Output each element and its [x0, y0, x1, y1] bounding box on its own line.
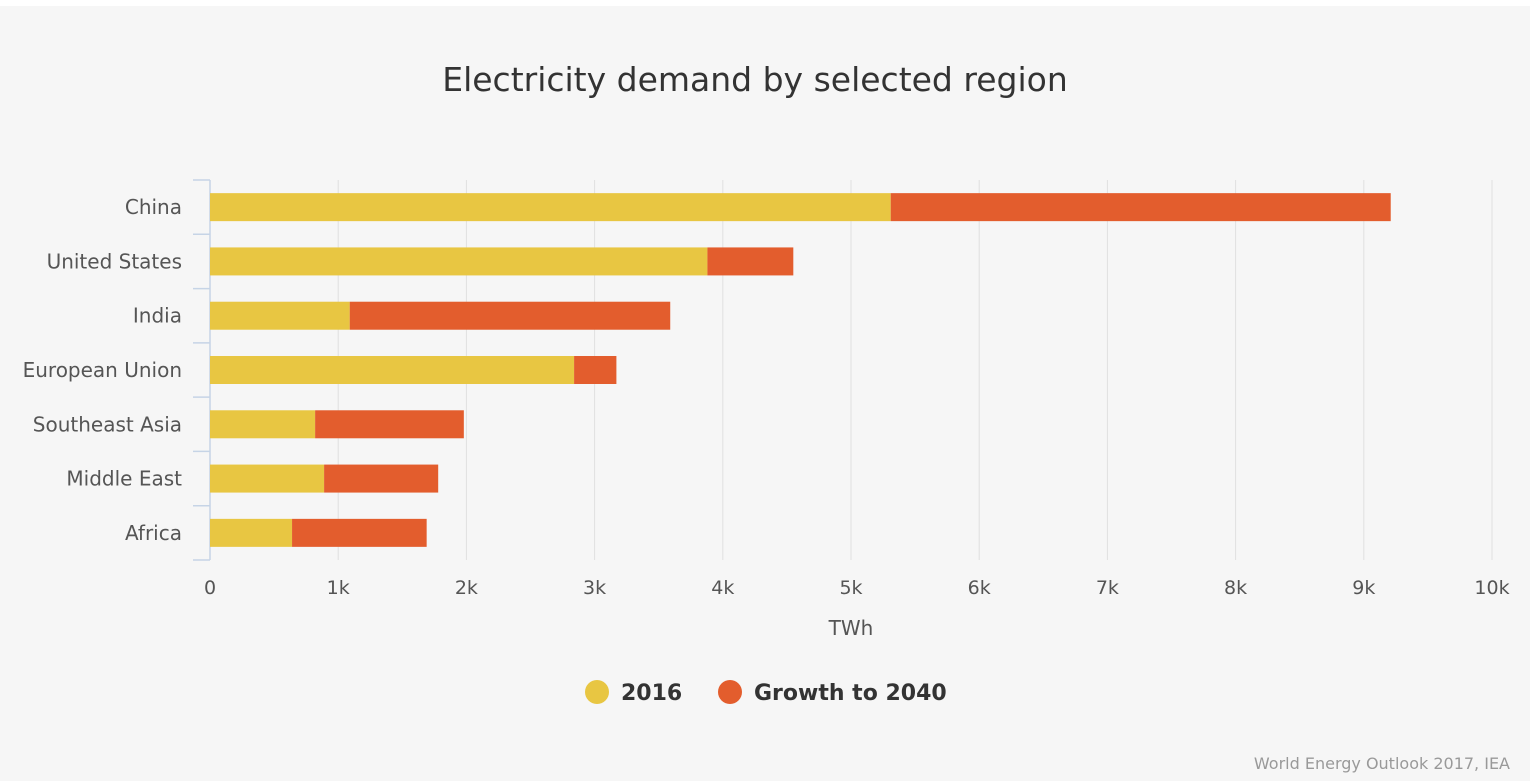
- credit-text: World Energy Outlook 2017, IEA: [1254, 754, 1510, 773]
- category-label: India: [133, 304, 182, 328]
- x-axis-ticks: 0 1k 2k 3k 4k 5k 6k 7k 8k 9k 10k: [204, 577, 1510, 599]
- legend-marker: [585, 680, 609, 704]
- x-tick-label: 10k: [1474, 577, 1509, 599]
- category-label: Middle East: [66, 467, 182, 491]
- chart-background: [0, 6, 1530, 781]
- bar-segment: [292, 518, 427, 547]
- bar-segment: [890, 193, 1391, 222]
- x-tick-label: 9k: [1352, 577, 1375, 599]
- x-tick-label: 4k: [711, 577, 734, 599]
- category-label: China: [125, 195, 182, 219]
- bar-segment: [324, 464, 439, 493]
- x-tick-label: 8k: [1224, 577, 1247, 599]
- x-axis-label: TWh: [828, 616, 874, 640]
- category-label: Africa: [125, 521, 182, 545]
- bar-segment: [315, 410, 464, 439]
- x-tick-label: 3k: [583, 577, 606, 599]
- bar-segment: [210, 193, 891, 222]
- x-tick-label: 6k: [968, 577, 991, 599]
- chart-title: Electricity demand by selected region: [442, 60, 1068, 99]
- x-tick-label: 7k: [1096, 577, 1119, 599]
- y-axis: China United States India European Union Sou…: [23, 179, 211, 561]
- x-tick-label: 0: [204, 577, 216, 599]
- bar-segment: [210, 247, 708, 276]
- bar-segment: [210, 410, 316, 439]
- bar-segment: [210, 356, 575, 384]
- bar-segment: [210, 464, 325, 493]
- legend-marker: [718, 680, 742, 704]
- bar-segment: [574, 356, 617, 384]
- x-tick-label: 2k: [455, 577, 478, 599]
- legend: 2016 Growth to 2040: [585, 680, 947, 706]
- legend-label: Growth to 2040: [754, 681, 947, 706]
- legend-label: 2016: [621, 681, 682, 706]
- category-label: Southeast Asia: [33, 412, 182, 436]
- bar-segment: [210, 518, 293, 547]
- bars: [210, 193, 1391, 547]
- bar-segment: [210, 301, 350, 330]
- bar-segment: [707, 247, 794, 276]
- category-label: United States: [47, 249, 182, 273]
- category-label: European Union: [23, 358, 182, 382]
- x-tick-label: 5k: [839, 577, 862, 599]
- x-tick-label: 1k: [327, 577, 350, 599]
- bar-segment: [349, 301, 671, 330]
